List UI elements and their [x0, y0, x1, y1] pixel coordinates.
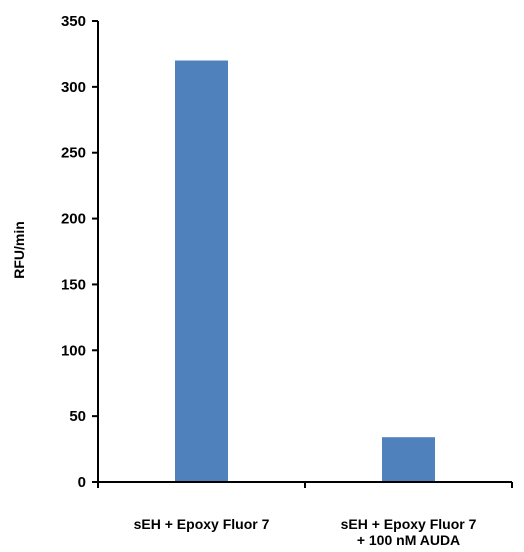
x-category-label-line: sEH + Epoxy Fluor 7 [341, 516, 477, 532]
bars-group [175, 60, 435, 482]
y-tick-label: 50 [69, 408, 86, 425]
bar-0 [175, 60, 228, 482]
x-labels-group: sEH + Epoxy Fluor 7 sEH + Epoxy Fluor 7 + … [134, 516, 477, 548]
y-tick-label: 300 [61, 79, 86, 96]
bar-1 [382, 437, 435, 482]
y-tick-label: 150 [61, 276, 86, 293]
y-tick-label: 350 [61, 13, 86, 30]
y-axis-title: RFU/min [11, 221, 27, 279]
x-category-label-line: + 100 nM AUDA [357, 532, 460, 548]
axes-group [97, 21, 513, 488]
x-category-label-1: sEH + Epoxy Fluor 7 + 100 nM AUDA [341, 516, 477, 548]
x-category-label-0: sEH + Epoxy Fluor 7 [134, 516, 270, 532]
y-ticks-group: 0 50 100 150 200 250 300 350 [61, 13, 98, 491]
y-tick-label: 250 [61, 145, 86, 162]
x-category-label-line: sEH + Epoxy Fluor 7 [134, 516, 270, 532]
y-tick-label: 200 [61, 211, 86, 228]
y-tick-label: 0 [78, 474, 86, 491]
y-tick-label: 100 [61, 342, 86, 359]
